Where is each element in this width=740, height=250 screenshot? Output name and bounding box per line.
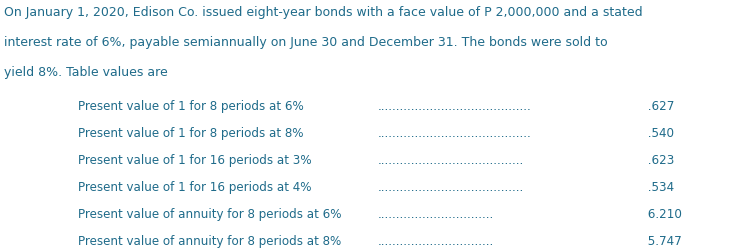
Text: Present value of annuity for 8 periods at 8%: Present value of annuity for 8 periods a… bbox=[78, 235, 341, 248]
Text: 5.747: 5.747 bbox=[644, 235, 682, 248]
Text: ...............................: ............................... bbox=[377, 235, 494, 248]
Text: .627: .627 bbox=[644, 100, 674, 113]
Text: .540: .540 bbox=[644, 127, 674, 140]
Text: Present value of annuity for 8 periods at 6%: Present value of annuity for 8 periods a… bbox=[78, 208, 341, 221]
Text: Present value of 1 for 8 periods at 8%: Present value of 1 for 8 periods at 8% bbox=[78, 127, 307, 140]
Text: .534: .534 bbox=[644, 181, 674, 194]
Text: .........................................: ........................................… bbox=[377, 127, 531, 140]
Text: Present value of 1 for 16 periods at 4%: Present value of 1 for 16 periods at 4% bbox=[78, 181, 315, 194]
Text: yield 8%. Table values are: yield 8%. Table values are bbox=[4, 66, 167, 79]
Text: interest rate of 6%, payable semiannually on June 30 and December 31. The bonds : interest rate of 6%, payable semiannuall… bbox=[4, 36, 608, 49]
Text: Present value of 1 for 8 periods at 6%: Present value of 1 for 8 periods at 6% bbox=[78, 100, 307, 113]
Text: .........................................: ........................................… bbox=[377, 100, 531, 113]
Text: 6.210: 6.210 bbox=[644, 208, 682, 221]
Text: Present value of 1 for 16 periods at 3%: Present value of 1 for 16 periods at 3% bbox=[78, 154, 315, 167]
Text: .......................................: ....................................... bbox=[377, 181, 524, 194]
Text: On January 1, 2020, Edison Co. issued eight-year bonds with a face value of P 2,: On January 1, 2020, Edison Co. issued ei… bbox=[4, 6, 642, 19]
Text: .623: .623 bbox=[644, 154, 674, 167]
Text: .......................................: ....................................... bbox=[377, 154, 524, 167]
Text: ...............................: ............................... bbox=[377, 208, 494, 221]
